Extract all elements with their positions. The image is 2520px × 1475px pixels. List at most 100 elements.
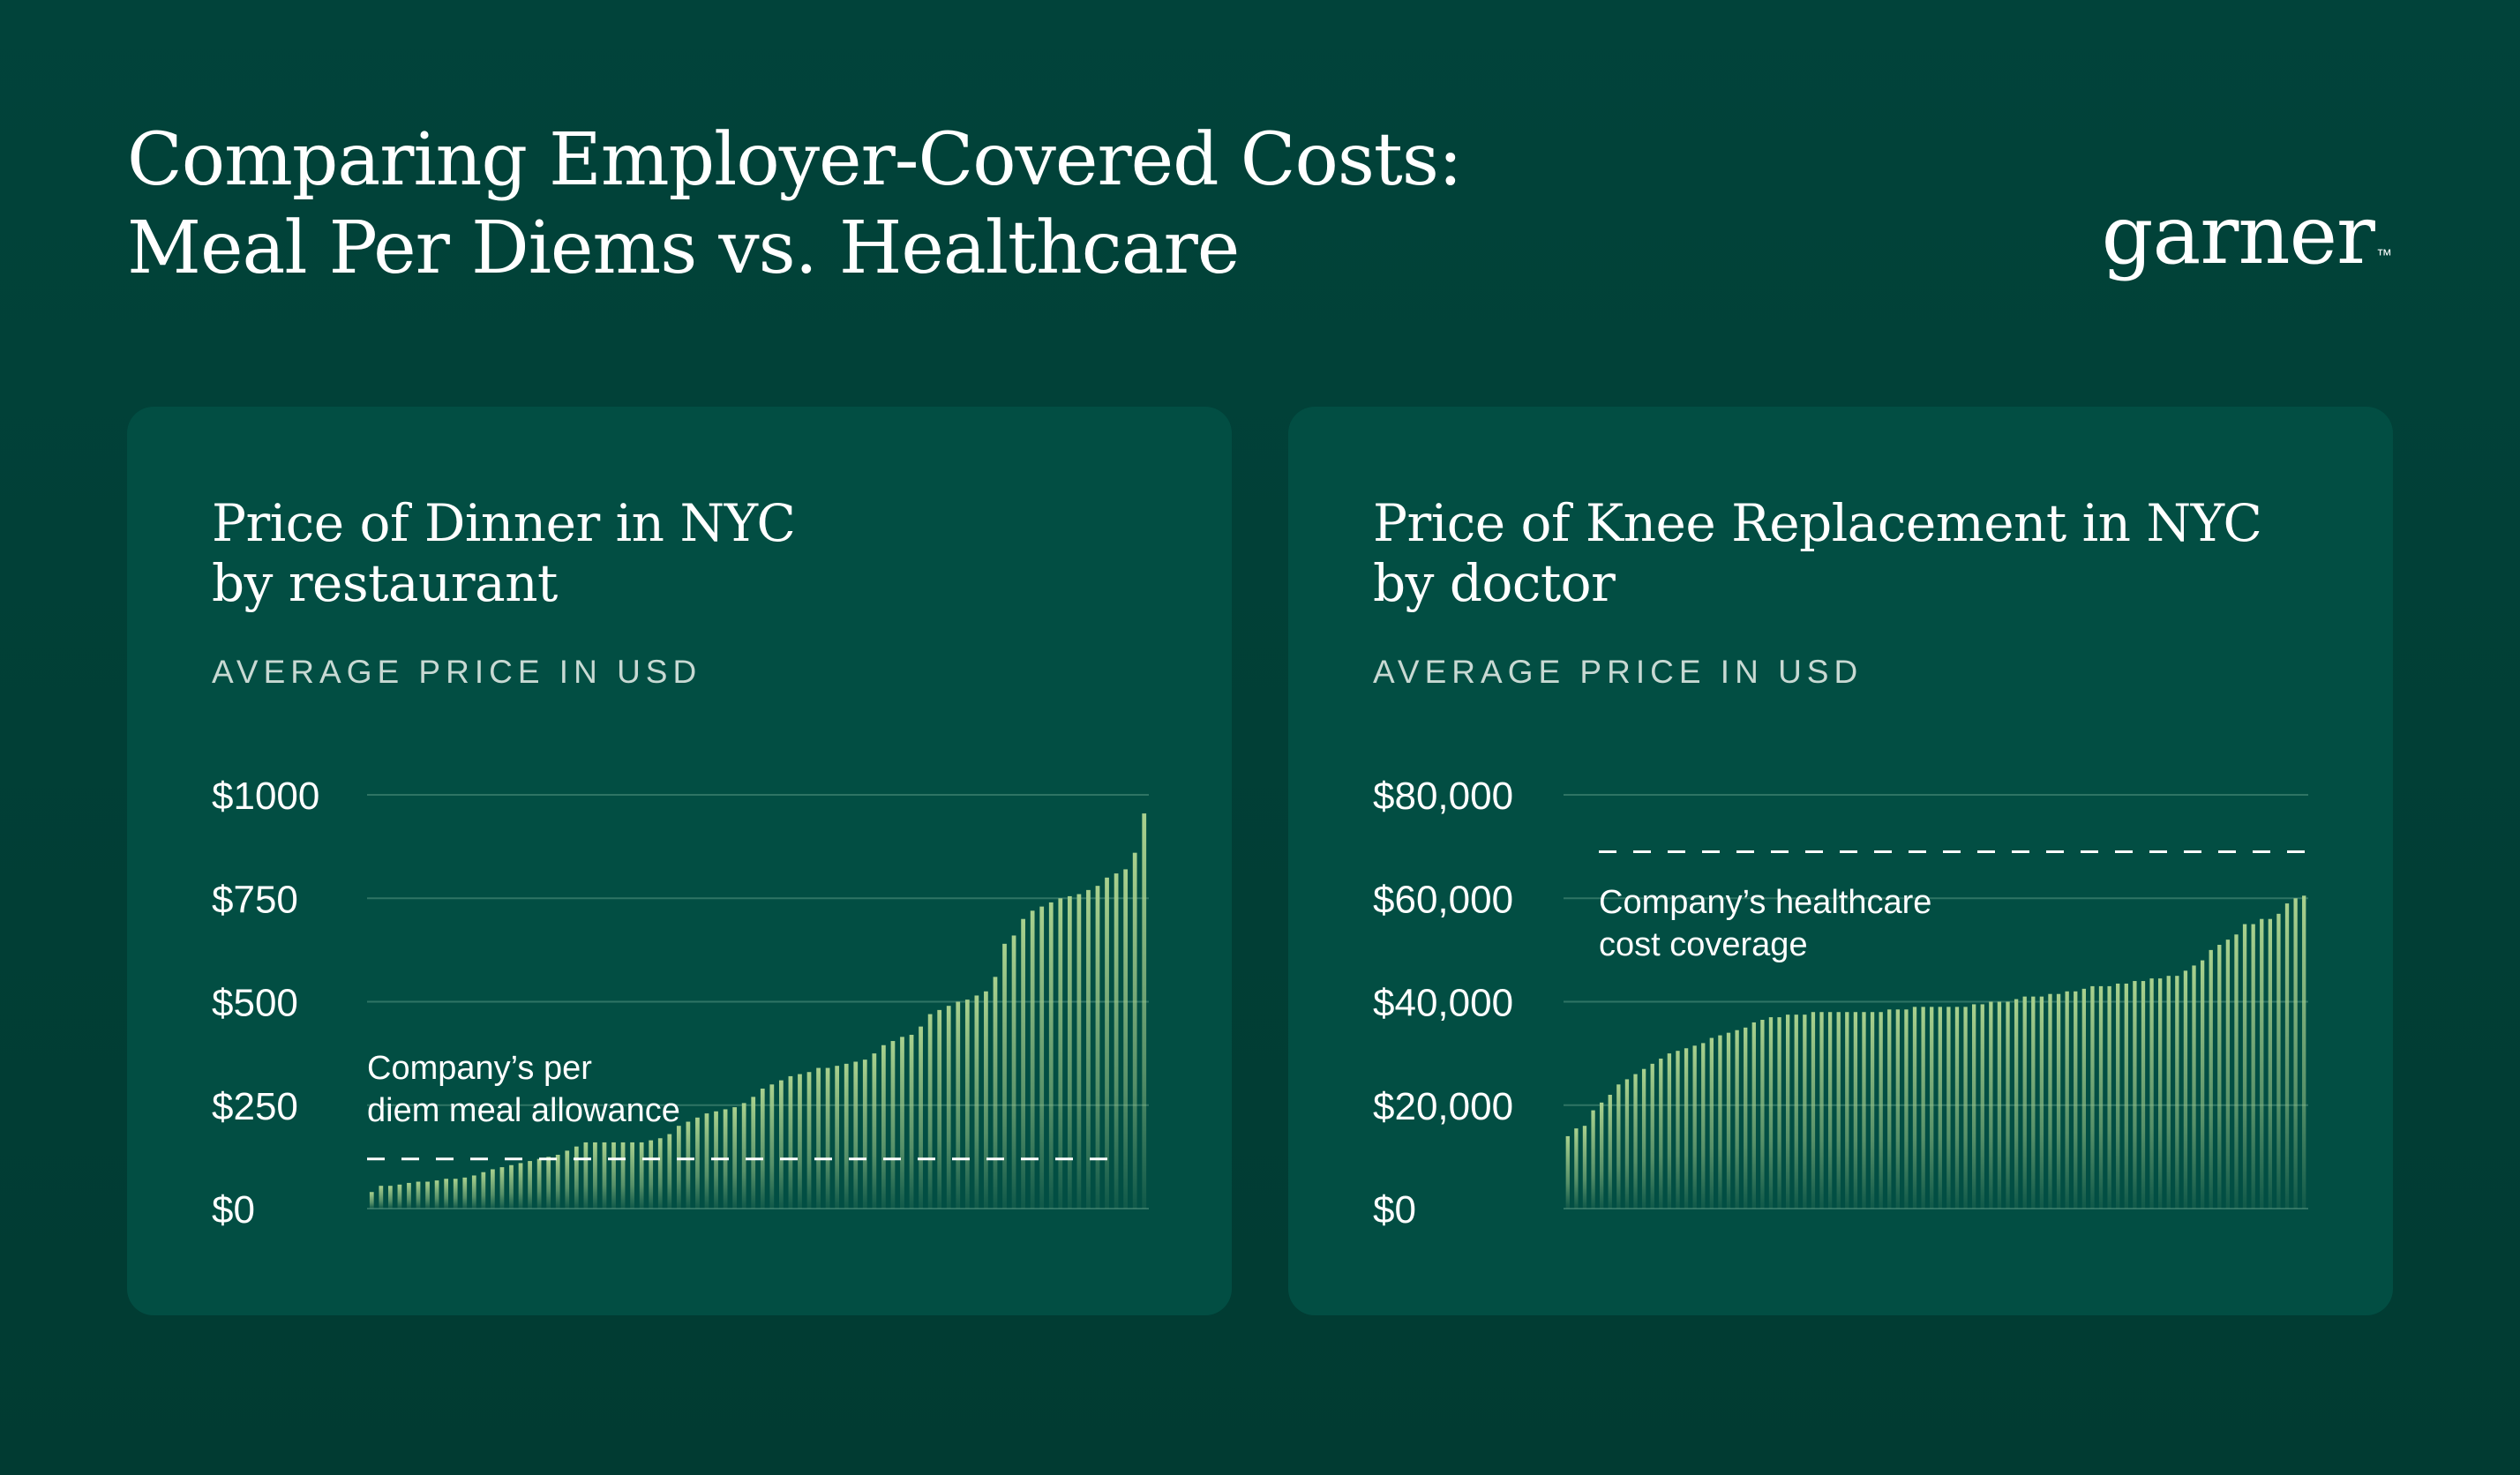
dinner-bar <box>593 1142 597 1209</box>
dinner-bar <box>806 1072 812 1209</box>
dinner-bar <box>1105 877 1109 1209</box>
knee-bar <box>1676 1051 1680 1209</box>
knee-bar <box>1633 1074 1638 1209</box>
knee-bar <box>1744 1027 1748 1209</box>
dinner-y-tick-label: $250 <box>212 1085 298 1128</box>
dinner-bar <box>639 1142 644 1209</box>
dinner-bar <box>825 1067 830 1209</box>
knee-bar <box>1989 1001 1993 1209</box>
knee-bar <box>1650 1063 1654 1209</box>
knee-bar <box>1879 1012 1883 1209</box>
knee-bar <box>2234 934 2239 1209</box>
knee-chart-title: Price of Knee Replacement in NYC by doct… <box>1373 493 2262 613</box>
dinner-bar <box>686 1121 691 1209</box>
dinner-bar <box>974 995 979 1209</box>
dinner-bar <box>1142 813 1147 1209</box>
dinner-y-tick-label: $0 <box>212 1188 255 1232</box>
dinner-bar <box>1002 943 1007 1209</box>
knee-y-tick-label: $20,000 <box>1373 1085 1513 1128</box>
dinner-bar <box>1095 886 1100 1209</box>
knee-bar <box>1786 1015 1790 1209</box>
dinner-bar <box>1030 910 1035 1209</box>
dinner-y-tick-label: $500 <box>212 982 298 1025</box>
knee-bar <box>2293 898 2298 1209</box>
dinner-bar <box>528 1161 532 1209</box>
knee-bar <box>1845 1012 1849 1209</box>
knee-bar <box>1751 1022 1756 1209</box>
dinner-bar <box>416 1181 421 1209</box>
knee-bar <box>2031 996 2036 1209</box>
knee-bar <box>2166 976 2171 1209</box>
page-title-line1: Comparing Employer-Covered Costs: <box>127 118 1463 202</box>
dinner-bar <box>574 1146 579 1209</box>
dinner-chart-subtitle: AVERAGE PRICE IN USD <box>212 654 702 690</box>
dinner-bar <box>1021 918 1025 1209</box>
dinner-bar <box>732 1107 738 1209</box>
knee-bar <box>1895 1009 1900 1209</box>
knee-bar <box>2107 985 2111 1209</box>
dinner-bar <box>788 1075 793 1209</box>
dinner-bar <box>1067 895 1072 1209</box>
dinner-bar <box>769 1084 775 1209</box>
knee-bar <box>2141 981 2146 1209</box>
knee-bar <box>1954 1007 1960 1209</box>
dinner-reference-label-line1: Company’s per <box>367 1050 592 1087</box>
knee-bar <box>2183 970 2188 1209</box>
dinner-y-tick-label: $1000 <box>212 775 319 818</box>
knee-bar <box>1692 1045 1697 1209</box>
dinner-bar <box>900 1037 904 1209</box>
dinner-bar <box>425 1181 430 1209</box>
dinner-bar <box>407 1182 411 1209</box>
knee-bar <box>2133 981 2137 1209</box>
knee-bar <box>2098 985 2104 1209</box>
dinner-bar <box>835 1066 840 1209</box>
dinner-bar <box>704 1113 709 1209</box>
dinner-bar <box>649 1140 654 1209</box>
knee-bar <box>1921 1007 1925 1209</box>
dinner-bar <box>657 1138 663 1209</box>
knee-reference-label-line1: Company’s healthcare <box>1599 884 1931 921</box>
dinner-bar <box>695 1117 700 1209</box>
knee-bar <box>1684 1048 1689 1209</box>
knee-bar <box>1565 1135 1570 1209</box>
dinner-chart-title-line2: by restaurant <box>212 553 558 613</box>
dinner-bar <box>434 1180 439 1209</box>
knee-replacement-card: Price of Knee Replacement in NYC by doct… <box>1288 407 2393 1315</box>
knee-bar <box>1972 1004 1976 1209</box>
knee-bar <box>2124 983 2128 1209</box>
dinner-bar <box>1058 898 1063 1209</box>
trademark-mark: ™ <box>2376 246 2392 264</box>
knee-chart-title-line2: by doctor <box>1373 553 1616 613</box>
knee-bar <box>2006 1001 2010 1209</box>
knee-bar <box>1616 1084 1621 1209</box>
page-title: Comparing Employer-Covered Costs: Meal P… <box>127 116 1463 293</box>
knee-bar <box>1938 1007 1942 1209</box>
knee-bar <box>2014 999 2019 1209</box>
knee-bar <box>2056 993 2061 1209</box>
dinner-bar <box>583 1142 589 1209</box>
dinner-bar <box>1132 852 1137 1209</box>
knee-bar <box>1997 1001 2002 1209</box>
knee-y-tick-label: $40,000 <box>1373 982 1513 1025</box>
dinner-bar <box>611 1142 616 1209</box>
dinner-bar <box>993 977 998 1209</box>
dinner-bar <box>499 1167 505 1209</box>
knee-bar <box>1768 1017 1774 1209</box>
knee-bar <box>1811 1012 1816 1209</box>
knee-bar <box>1887 1009 1892 1209</box>
brand-name: garner <box>2101 188 2375 282</box>
dinner-price-chart: $0 $250 $500 $750 $1000 Company’s per diem mea… <box>212 775 1149 1232</box>
dinner-bar <box>546 1157 551 1209</box>
dinner-bar <box>862 1059 867 1209</box>
dinner-bar <box>844 1063 849 1209</box>
knee-bar <box>1819 1012 1824 1209</box>
knee-bar <box>1853 1012 1858 1209</box>
dinner-bar <box>760 1088 765 1209</box>
dinner-bar <box>853 1061 859 1209</box>
page-title-line2: Meal Per Diems vs. Healthcare <box>127 206 1240 290</box>
dinner-bar <box>964 1000 970 1209</box>
dinner-bar <box>1076 894 1082 1209</box>
knee-bar <box>2284 903 2290 1209</box>
dinner-bar <box>1048 902 1054 1209</box>
dinner-bar <box>630 1142 634 1209</box>
